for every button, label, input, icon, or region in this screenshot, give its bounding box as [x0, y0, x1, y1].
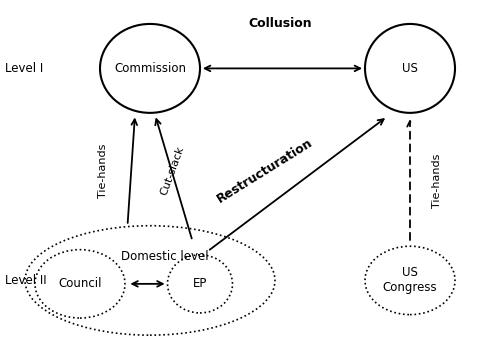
Ellipse shape [25, 226, 275, 335]
Ellipse shape [365, 246, 455, 315]
Ellipse shape [168, 255, 232, 313]
Text: EP: EP [193, 277, 207, 290]
FancyArrowPatch shape [205, 66, 360, 71]
Text: Domestic level: Domestic level [121, 250, 209, 263]
Text: Restructuration: Restructuration [214, 136, 316, 206]
FancyArrowPatch shape [210, 119, 384, 250]
Text: US
Congress: US Congress [382, 266, 438, 294]
FancyArrowPatch shape [132, 281, 162, 287]
FancyArrowPatch shape [407, 121, 413, 240]
Text: US: US [402, 62, 418, 75]
FancyArrowPatch shape [156, 119, 192, 238]
Text: Commission: Commission [114, 62, 186, 75]
Text: Level I: Level I [5, 62, 44, 75]
Text: Tie-hands: Tie-hands [432, 154, 442, 208]
Ellipse shape [365, 24, 455, 113]
Text: Collusion: Collusion [248, 17, 312, 30]
FancyArrowPatch shape [128, 119, 137, 223]
Text: Tie-hands: Tie-hands [98, 144, 108, 198]
Text: Level II: Level II [5, 274, 46, 287]
Text: Council: Council [58, 277, 102, 290]
Text: Cut-slack: Cut-slack [159, 145, 186, 197]
Ellipse shape [35, 250, 125, 318]
Ellipse shape [100, 24, 200, 113]
